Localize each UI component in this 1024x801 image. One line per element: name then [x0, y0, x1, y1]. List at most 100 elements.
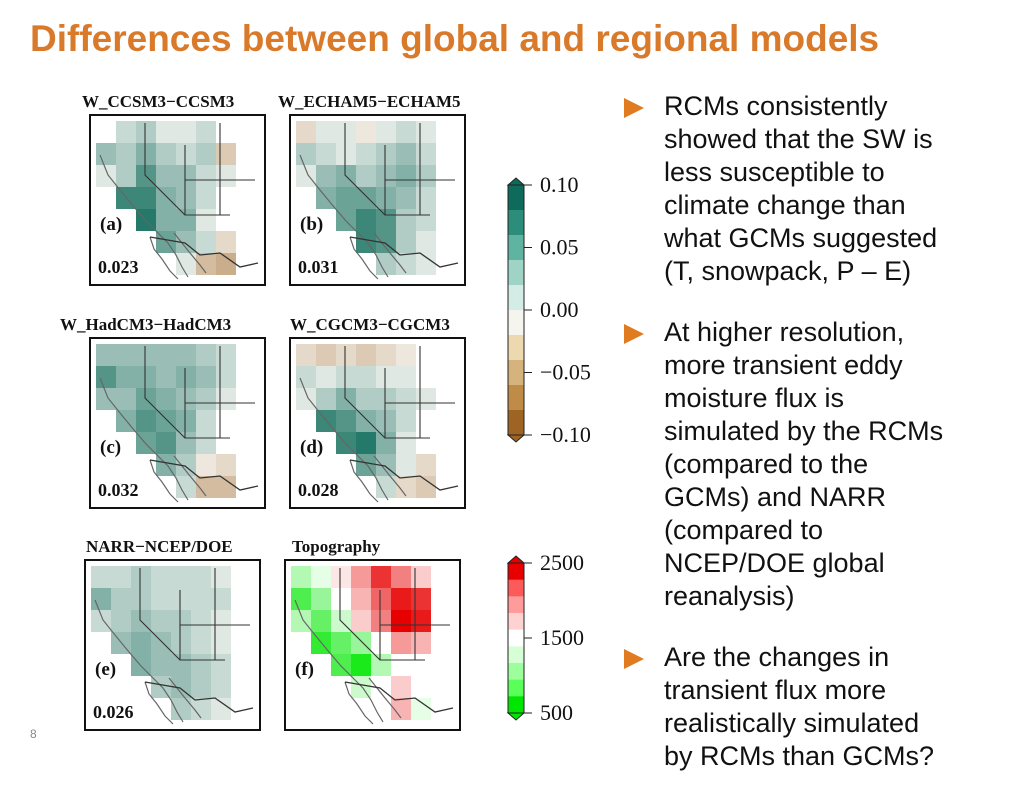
grid-cell [356, 388, 376, 410]
grid-cell [331, 566, 351, 588]
panel-header: W_CGCM3−CGCM3 [290, 315, 450, 334]
colorbar-segment [508, 385, 524, 411]
grid-cell [136, 366, 156, 388]
bullet-arrow-icon [624, 649, 644, 669]
grid-cell [351, 566, 371, 588]
colorbar-tick-label: 0.10 [540, 172, 579, 197]
grid-cell [191, 632, 211, 654]
baja-coastline [149, 459, 179, 503]
grid-cell [211, 698, 231, 720]
gulf-coastline [168, 677, 202, 719]
grid-cell [396, 253, 416, 275]
grid-cell [191, 610, 211, 632]
grid-cell [176, 187, 196, 209]
state-border [144, 346, 186, 439]
grid-cell [211, 566, 231, 588]
grid-cell [376, 187, 396, 209]
bullet-item: At higher resolution, more transient eddy… [622, 316, 1017, 613]
grid-cell [176, 366, 196, 388]
grid-cell [176, 410, 196, 432]
national-border [149, 459, 259, 491]
grid-cell [376, 209, 396, 231]
grid-cell [96, 388, 116, 410]
grid-cell [151, 566, 171, 588]
topo-colorbar-bottom-arrow [506, 712, 526, 721]
grid-cell [196, 388, 216, 410]
coastline [294, 599, 384, 723]
grid-cell [131, 566, 151, 588]
grid-cell [356, 344, 376, 366]
grid-cell [196, 366, 216, 388]
grid-cell [356, 366, 376, 388]
grid-cell [196, 231, 216, 253]
grid-cell [176, 209, 196, 231]
colorbar-segment [508, 596, 524, 614]
colorbar-segment [508, 646, 524, 664]
grid-cell [151, 610, 171, 632]
grid-cell [356, 187, 376, 209]
grid-cell [176, 388, 196, 410]
grid-cell [416, 388, 436, 410]
grid-cell [296, 121, 316, 143]
grid-cell [151, 588, 171, 610]
grid-cell [156, 143, 176, 165]
colorbar-tick-label: −0.10 [540, 422, 591, 447]
grid-cell [371, 632, 391, 654]
map-panel: W_CGCM3−CGCM3 (d) 0.028 [289, 315, 466, 509]
grid-cell [331, 588, 351, 610]
grid-cell [411, 566, 431, 588]
grid-cell [196, 165, 216, 187]
baja-coastline [144, 681, 174, 725]
grid-cell [211, 676, 231, 698]
colorbar-segment [508, 185, 524, 211]
colorbar-tick-label: 500 [540, 700, 573, 725]
grid-cell [376, 165, 396, 187]
state-border [179, 590, 225, 661]
grid-cell [156, 187, 176, 209]
diff-colorbar-bottom-arrow [506, 434, 526, 443]
map-frame [289, 114, 466, 286]
bullet-item: Are the changes in transient flux more rea… [622, 641, 1017, 773]
grid-cell [391, 610, 411, 632]
panel-letter: (b) [300, 214, 323, 235]
map-frame [289, 337, 466, 509]
panel-value: 0.032 [98, 480, 139, 500]
grid-cell [391, 676, 411, 698]
state-border [184, 145, 230, 216]
bullet-text: At higher resolution, more transient eddy… [664, 317, 944, 611]
coastline [94, 599, 184, 723]
bullet-text: RCMs consistently showed that the SW is le… [664, 91, 938, 286]
panel-header: NARR−NCEP/DOE [86, 537, 233, 556]
grid-cell [416, 143, 436, 165]
grid-cell [196, 454, 216, 476]
grid-cell [116, 366, 136, 388]
colorbar-segment [508, 679, 524, 697]
grid-cell [191, 676, 211, 698]
colorbar-segment [508, 410, 524, 436]
colorbar-segment [508, 285, 524, 311]
grid-cell [411, 698, 431, 720]
grid-cell [131, 632, 151, 654]
state-border [144, 123, 186, 216]
grid-cell [216, 366, 236, 388]
grid-cell [416, 187, 436, 209]
grid-cell [216, 344, 236, 366]
grid-cell [196, 410, 216, 432]
bullet-text: Are the changes in transient flux more rea… [664, 642, 935, 771]
grid-cell [416, 121, 436, 143]
map-frame [89, 337, 266, 509]
colorbar-segment [508, 563, 524, 581]
grid-cell [391, 632, 411, 654]
colorbar-segment [508, 629, 524, 647]
topo-colorbar: 2500 1500 500 [506, 550, 584, 725]
grid-cell [356, 165, 376, 187]
grid-cell [196, 143, 216, 165]
grid-cell [136, 344, 156, 366]
grid-cell [211, 654, 231, 676]
grid-cell [216, 454, 236, 476]
panel-value: 0.028 [298, 480, 339, 500]
panel-letter: (a) [100, 214, 122, 235]
grid-cell [356, 209, 376, 231]
grid-cell [191, 588, 211, 610]
grid-cell [351, 632, 371, 654]
